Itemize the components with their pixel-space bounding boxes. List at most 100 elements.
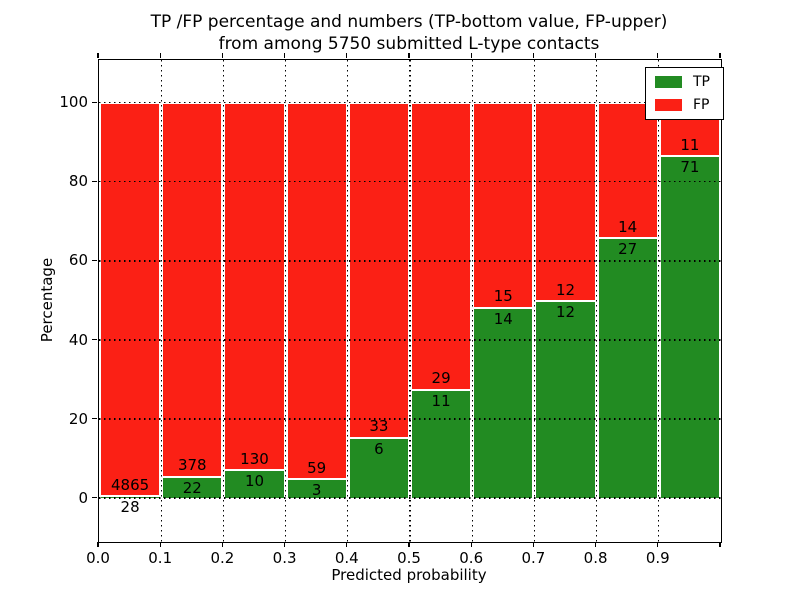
v-gridline — [347, 60, 349, 542]
bar-segment-tp — [659, 156, 720, 499]
tp-count-label: 3 — [311, 481, 322, 500]
y-tick-label: 80 — [68, 172, 88, 191]
y-tick-mark — [92, 259, 97, 262]
v-gridline — [284, 60, 287, 542]
v-gridline — [222, 60, 225, 542]
bar-segment-tp — [597, 238, 658, 499]
x-tick-label: 0.4 — [334, 549, 359, 567]
chart-title-line2: from among 5750 submitted L-type contact… — [218, 34, 600, 55]
legend-label-fp: FP — [693, 97, 710, 113]
chart-title-line1: TP /FP percentage and numbers (TP-bottom… — [150, 12, 668, 32]
bar-segment-tp — [473, 307, 534, 499]
bar-segment-fp — [162, 103, 223, 477]
bar-segment-fp — [224, 103, 285, 471]
top-tick-mark — [470, 53, 472, 58]
y-tick-mark — [92, 101, 97, 104]
top-tick-mark — [97, 53, 99, 58]
fp-count-label: 15 — [493, 287, 513, 306]
fp-count-label: 378 — [177, 456, 207, 475]
top-tick-mark — [719, 53, 721, 58]
x-tick-mark — [657, 542, 659, 547]
y-tick-mark — [92, 180, 97, 183]
chart-title: TP /FP percentage and numbers (TP-bottom… — [98, 11, 720, 56]
y-tick-mark — [92, 338, 97, 341]
top-tick-mark — [284, 53, 286, 58]
y-tick-label: 20 — [68, 409, 88, 428]
x-tick-mark — [221, 542, 224, 547]
x-axis-label: Predicted probability — [331, 566, 487, 584]
fp-count-label: 59 — [307, 458, 327, 477]
top-tick-mark — [346, 53, 348, 58]
x-tick-label: 0.5 — [397, 549, 421, 567]
x-tick-mark — [719, 542, 721, 547]
top-tick-mark — [657, 53, 659, 58]
v-gridline — [658, 60, 660, 542]
legend: TP FP — [645, 67, 724, 120]
legend-entry-fp: FP — [655, 97, 714, 113]
x-tick-mark — [97, 542, 99, 547]
x-tick-label: 0.7 — [521, 549, 546, 567]
bar-segment-tp — [535, 301, 596, 499]
tp-count-label: 11 — [431, 391, 451, 410]
y-tick-label: 60 — [68, 251, 88, 270]
legend-label-tp: TP — [693, 74, 710, 90]
tp-count-label: 22 — [182, 478, 202, 497]
plot-area: TP FP 4865 28 378 22 130 10 59 3 33 6 29 11 15 14 12 12… — [98, 59, 724, 543]
x-tick-label: 0.1 — [148, 549, 173, 567]
y-tick-mark — [92, 417, 97, 420]
bar-segment-fp — [286, 103, 347, 480]
tp-count-label: 14 — [493, 309, 513, 328]
top-tick-mark — [159, 53, 161, 58]
tp-count-label: 71 — [680, 158, 700, 177]
v-gridline — [471, 60, 473, 542]
x-tick-label: 0.6 — [459, 549, 484, 567]
bar-segment-fp — [473, 103, 534, 308]
fp-count-label: 130 — [240, 449, 269, 468]
fp-count-label: 14 — [618, 217, 638, 236]
x-tick-mark — [284, 542, 286, 547]
x-tick-label: 0.2 — [210, 549, 235, 567]
tp-count-label: 10 — [244, 472, 265, 491]
y-tick-mark — [92, 496, 97, 499]
bar-segment-tp — [224, 470, 285, 499]
x-tick-mark — [159, 542, 161, 547]
bar-segment-fp — [100, 103, 161, 497]
tp-color-swatch — [655, 76, 682, 88]
x-tick-mark — [532, 542, 535, 547]
y-axis-label-wrap: Percentage — [36, 59, 58, 541]
top-tick-mark — [595, 53, 597, 58]
top-tick-mark — [408, 53, 410, 58]
fp-count-label: 4865 — [111, 475, 150, 494]
fp-count-label: 29 — [431, 369, 451, 388]
y-tick-label: 100 — [59, 93, 88, 112]
y-tick-label: 40 — [68, 330, 88, 349]
top-tick-mark — [221, 53, 224, 58]
bar-segment-fp — [411, 103, 472, 390]
v-gridline — [533, 60, 536, 542]
top-tick-mark — [532, 53, 535, 58]
tp-count-label: 28 — [120, 498, 140, 517]
fp-color-swatch — [655, 99, 682, 111]
bar-segment-tp — [411, 389, 472, 499]
fp-count-label: 33 — [369, 417, 389, 436]
x-tick-mark — [346, 542, 348, 547]
tp-count-label: 6 — [374, 439, 384, 458]
x-tick-label: 0.3 — [272, 549, 297, 567]
x-tick-label: 0.9 — [645, 549, 670, 567]
x-tick-mark — [470, 542, 472, 547]
y-tick-label: 0 — [78, 488, 88, 507]
x-tick-mark — [595, 542, 597, 547]
bar-segment-fp — [597, 103, 658, 239]
tp-count-label: 12 — [555, 303, 576, 321]
v-gridline — [595, 60, 598, 542]
v-gridline — [160, 60, 162, 542]
fp-count-label: 11 — [680, 135, 700, 154]
bar-segment-fp — [535, 103, 596, 301]
bar-segment-fp — [348, 103, 409, 438]
legend-entry-tp: TP — [655, 74, 714, 90]
x-tick-label: 0.8 — [583, 549, 608, 567]
fp-count-label: 12 — [555, 280, 576, 299]
tp-count-label: 27 — [618, 240, 638, 259]
x-tick-label: 0.0 — [86, 549, 110, 567]
